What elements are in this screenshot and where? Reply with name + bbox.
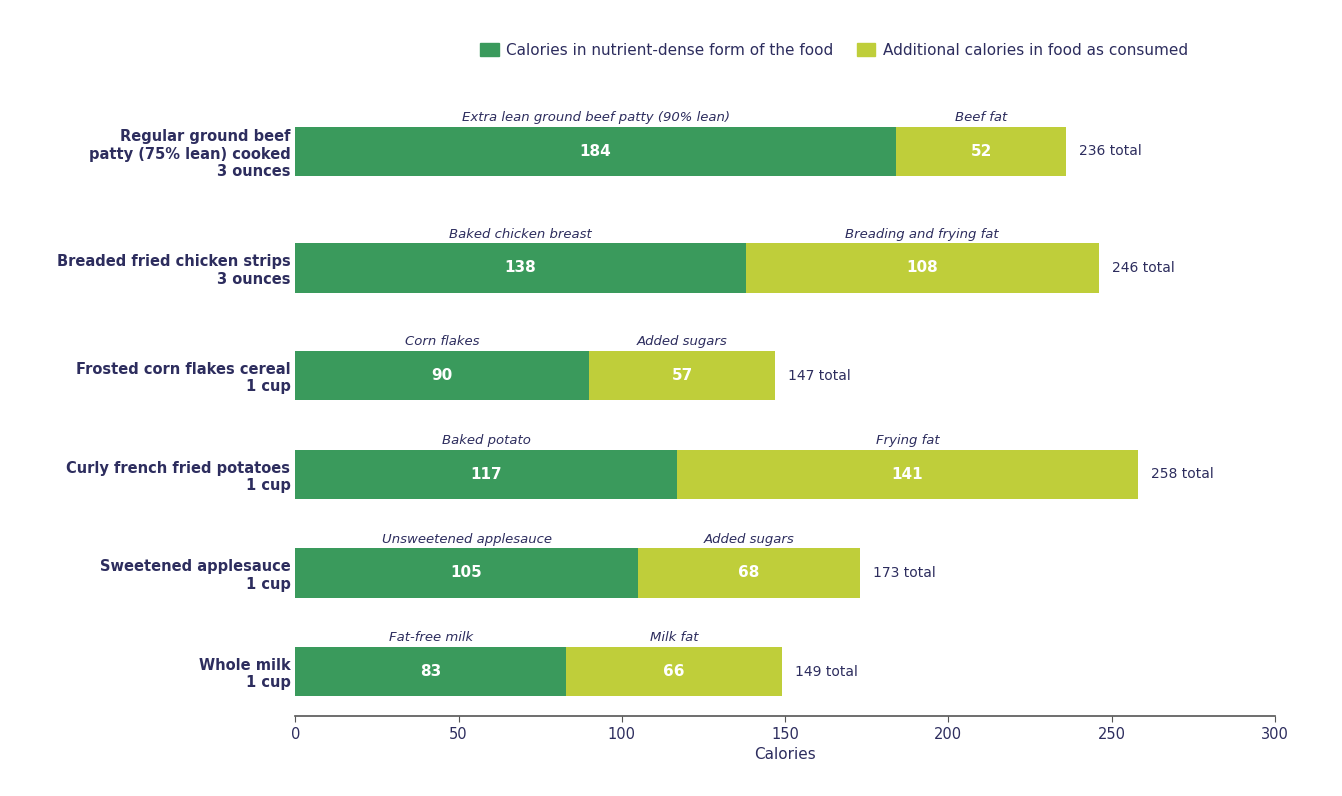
Legend: Calories in nutrient-dense form of the food, Additional calories in food as cons: Calories in nutrient-dense form of the f… [480, 43, 1188, 58]
Text: Frying fat: Frying fat [876, 434, 939, 447]
Text: 138: 138 [505, 260, 537, 275]
Text: Fat-free milk: Fat-free milk [389, 631, 472, 644]
Text: 57: 57 [671, 368, 692, 383]
Text: 258 total: 258 total [1151, 467, 1213, 482]
Text: 117: 117 [471, 466, 502, 482]
Text: 141: 141 [891, 466, 923, 482]
Text: 108: 108 [906, 260, 938, 275]
Bar [678, 450, 1138, 499]
Text: 246 total: 246 total [1111, 261, 1174, 275]
Text: Corn flakes: Corn flakes [405, 335, 479, 348]
Text: 83: 83 [420, 664, 442, 679]
Text: 147 total: 147 total [788, 369, 851, 383]
Text: Breading and frying fat: Breading and frying fat [845, 228, 998, 240]
Bar [295, 127, 896, 176]
Text: Unsweetened applesauce: Unsweetened applesauce [381, 533, 552, 545]
Text: 68: 68 [738, 565, 760, 580]
Text: Baked chicken breast: Baked chicken breast [450, 228, 592, 240]
Bar [295, 351, 589, 400]
Text: 90: 90 [432, 368, 452, 383]
Bar [295, 450, 678, 499]
Bar [639, 548, 860, 598]
Text: 149 total: 149 total [794, 665, 858, 678]
Text: 105: 105 [451, 565, 483, 580]
Text: Milk fat: Milk fat [650, 631, 698, 644]
Text: 184: 184 [580, 144, 612, 159]
Text: Added sugars: Added sugars [703, 533, 794, 545]
X-axis label: Calories: Calories [754, 747, 816, 763]
Text: 173 total: 173 total [874, 566, 935, 580]
Text: 66: 66 [663, 664, 684, 679]
Text: 52: 52 [970, 144, 992, 159]
Bar [896, 127, 1066, 176]
Text: Added sugars: Added sugars [637, 335, 727, 348]
Text: Beef fat: Beef fat [956, 111, 1006, 124]
Text: Baked potato: Baked potato [442, 434, 530, 447]
Bar [295, 244, 746, 293]
Bar [295, 548, 639, 598]
Bar [566, 647, 782, 696]
Bar [295, 647, 566, 696]
Text: 236 total: 236 total [1079, 144, 1142, 158]
Bar [746, 244, 1099, 293]
Text: Extra lean ground beef patty (90% lean): Extra lean ground beef patty (90% lean) [462, 111, 730, 124]
Bar [589, 351, 776, 400]
